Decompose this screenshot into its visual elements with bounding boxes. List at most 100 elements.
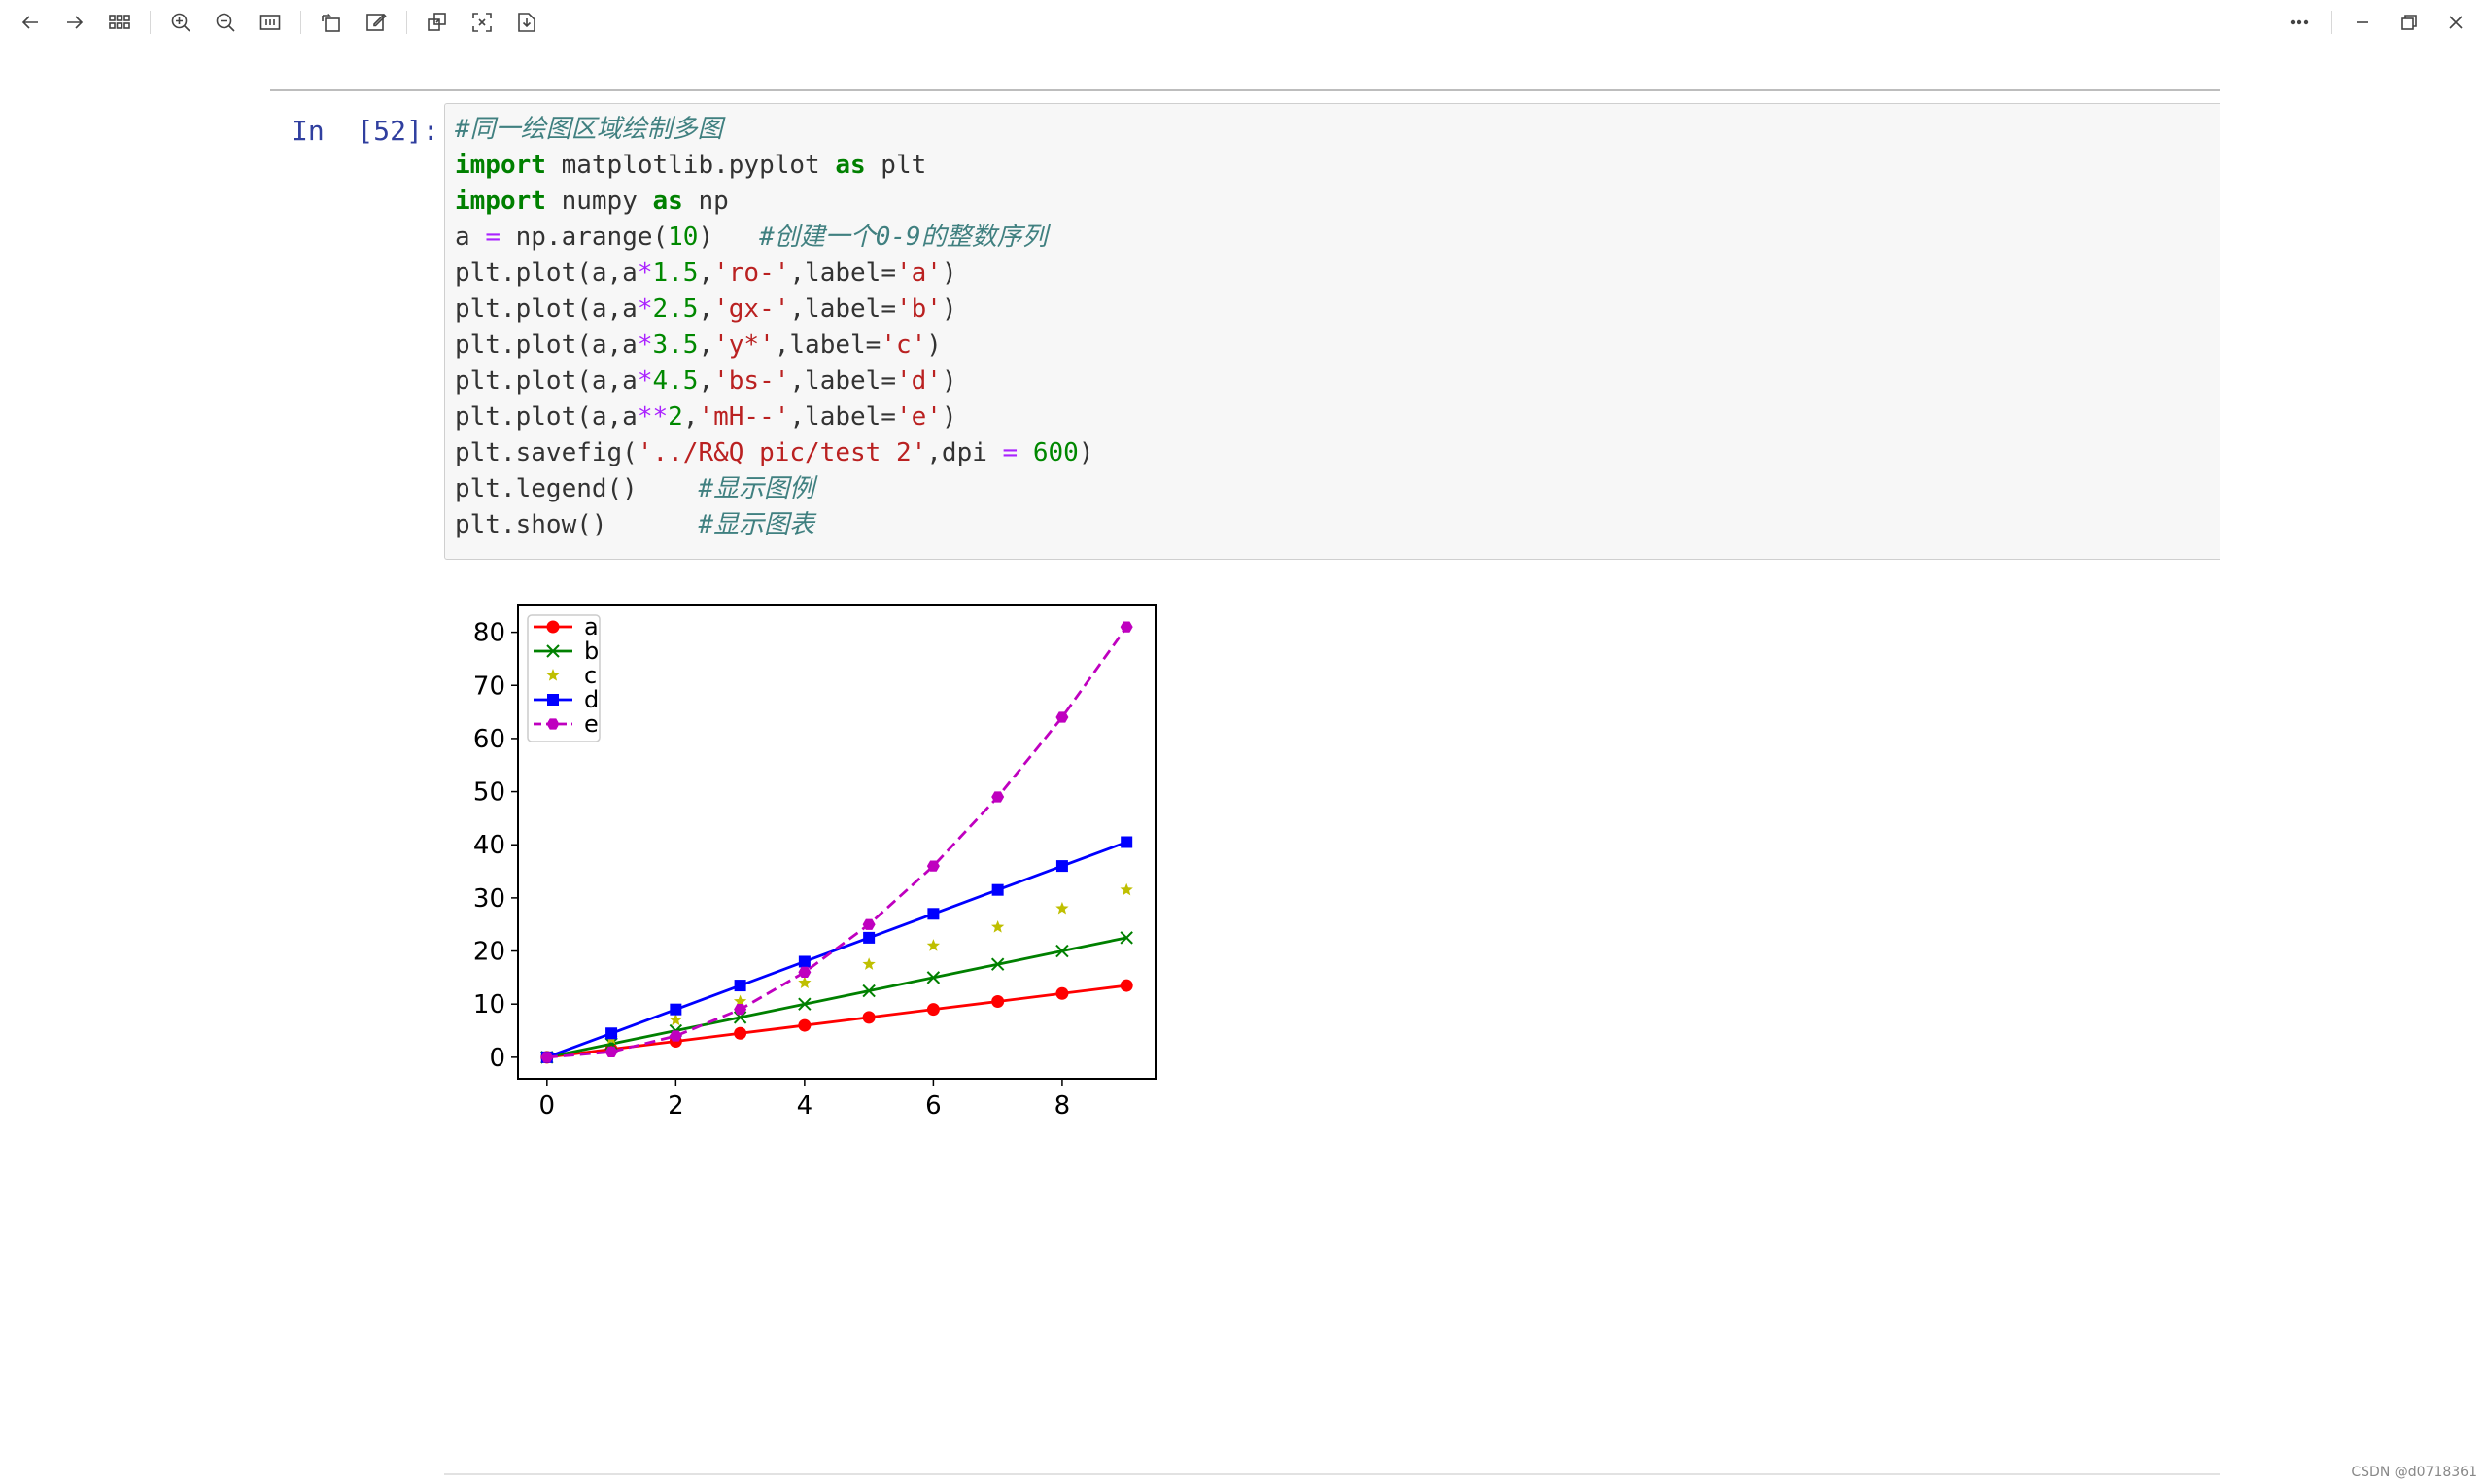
marker-square: [670, 1003, 682, 1016]
code-cell[interactable]: #同一绘图区域绘制多图 import matplotlib.pyplot as p…: [444, 103, 2220, 560]
code-token: as: [652, 187, 683, 216]
marker-x: [990, 957, 1005, 971]
copy-icon[interactable]: [415, 3, 460, 42]
code-token: 4.5: [652, 366, 699, 396]
marker-x-stroke: [798, 997, 812, 1011]
marker-circle: [926, 1003, 940, 1017]
marker-square: [1055, 860, 1068, 873]
marker-star: [798, 976, 812, 989]
code-token: ): [698, 223, 760, 252]
marker-square: [605, 1027, 618, 1040]
screenshot-icon[interactable]: [460, 3, 504, 42]
legend-item-e: e: [534, 710, 599, 738]
code-token: plt.plot(a,a: [455, 402, 638, 431]
code-token: import: [455, 151, 546, 180]
code-token: ,label=: [789, 402, 896, 431]
marker-x-stroke: [1120, 931, 1133, 945]
legend-label-b: b: [584, 638, 599, 665]
code-token: '../R&Q_pic/test_2': [637, 438, 927, 467]
marker-hexagon: [991, 791, 1005, 803]
code-line: plt.show() #显示图表: [455, 507, 1093, 543]
code-token: a: [455, 223, 486, 252]
more-options-icon[interactable]: [2276, 3, 2323, 42]
marker-circle: [991, 994, 1005, 1008]
x-tick-label: 8: [1054, 1091, 1071, 1121]
marker-circle: [1055, 986, 1069, 1000]
legend-label-e: e: [584, 710, 599, 738]
series-e: [540, 621, 1133, 1063]
code-token: ,label=: [774, 330, 881, 360]
series-b: [540, 931, 1133, 1064]
marker-star: [1055, 901, 1069, 915]
code-token: matplotlib.pyplot: [545, 151, 836, 180]
code-token: ): [941, 366, 957, 396]
code-token: =: [485, 223, 501, 252]
marker-star: [1120, 882, 1133, 896]
code-line: import numpy as np: [455, 184, 1093, 220]
code-token: ): [941, 294, 957, 324]
code-token: ): [926, 330, 942, 360]
code-line: plt.legend() #显示图例: [455, 471, 1093, 507]
code-line: #同一绘图区域绘制多图: [455, 112, 1093, 148]
output-plot: 0 10 20 30 40 50 60 70 80 0 2 4 6 8 a b c d e: [444, 573, 1610, 1429]
marker-circle: [862, 1011, 876, 1024]
code-token: np: [682, 187, 729, 216]
series-line-b: [546, 936, 1127, 1059]
marker-hexagon: [540, 1052, 554, 1063]
code-token: import: [455, 187, 546, 216]
x-tick-label: 6: [925, 1091, 942, 1121]
y-tick-label: 20: [473, 938, 505, 967]
code-token: #创建一个0-9的整数序列: [759, 223, 1048, 252]
code-line: plt.plot(a,a*1.5,'ro-',label='a'): [455, 256, 1093, 292]
code-token: #显示图表: [698, 510, 815, 539]
code-token: ,dpi: [926, 438, 1003, 467]
marker-square: [991, 883, 1004, 896]
fit-to-window-icon[interactable]: [248, 3, 293, 42]
legend-item-c: c: [546, 662, 597, 689]
marker-x: [1055, 944, 1069, 958]
zoom-in-icon[interactable]: [158, 3, 203, 42]
edit-icon[interactable]: [354, 3, 398, 42]
code-token: ,: [698, 259, 714, 288]
rotate-icon[interactable]: [309, 3, 354, 42]
code-token: plt.show(): [455, 510, 699, 539]
code-token: 2.5: [652, 294, 699, 324]
code-token: ,: [682, 402, 699, 431]
code-token: 10: [668, 223, 699, 252]
marker-hexagon: [546, 718, 560, 730]
legend-item-d: d: [534, 686, 599, 713]
marker-square: [1121, 836, 1133, 848]
back-arrow-icon[interactable]: [8, 3, 52, 42]
series-a: [540, 979, 1133, 1064]
save-icon[interactable]: [504, 3, 549, 42]
code-token: **: [637, 402, 669, 431]
code-editor[interactable]: #同一绘图区域绘制多图 import matplotlib.pyplot as p…: [455, 112, 1093, 543]
marker-star: [926, 939, 941, 951]
y-tick-label: 0: [489, 1044, 505, 1073]
marker-circle: [798, 1018, 812, 1032]
minimize-icon[interactable]: [2339, 3, 2386, 42]
code-token: #显示图例: [698, 474, 815, 503]
code-token: 2: [668, 402, 683, 431]
code-token: 600: [1032, 438, 1079, 467]
cell-prompt: In [52]:: [292, 115, 439, 147]
code-token: as: [835, 151, 866, 180]
grid-view-icon[interactable]: [97, 3, 142, 42]
y-tick-label: 10: [473, 990, 505, 1019]
code-token: plt.plot(a,a: [455, 294, 638, 324]
marker-circle: [1120, 979, 1133, 992]
code-token: numpy: [545, 187, 653, 216]
close-icon[interactable]: [2433, 3, 2479, 42]
restore-icon[interactable]: [2386, 3, 2433, 42]
forward-arrow-icon[interactable]: [52, 3, 97, 42]
y-tick-label: 40: [473, 831, 505, 860]
code-token: 'mH--': [698, 402, 790, 431]
marker-hexagon: [862, 918, 876, 930]
zoom-out-icon[interactable]: [203, 3, 248, 42]
code-token: ): [941, 259, 957, 288]
code-token: #同一绘图区域绘制多图: [455, 115, 723, 144]
marker-square: [798, 955, 811, 968]
code-token: 'bs-': [713, 366, 790, 396]
code-token: 'gx-': [713, 294, 790, 324]
